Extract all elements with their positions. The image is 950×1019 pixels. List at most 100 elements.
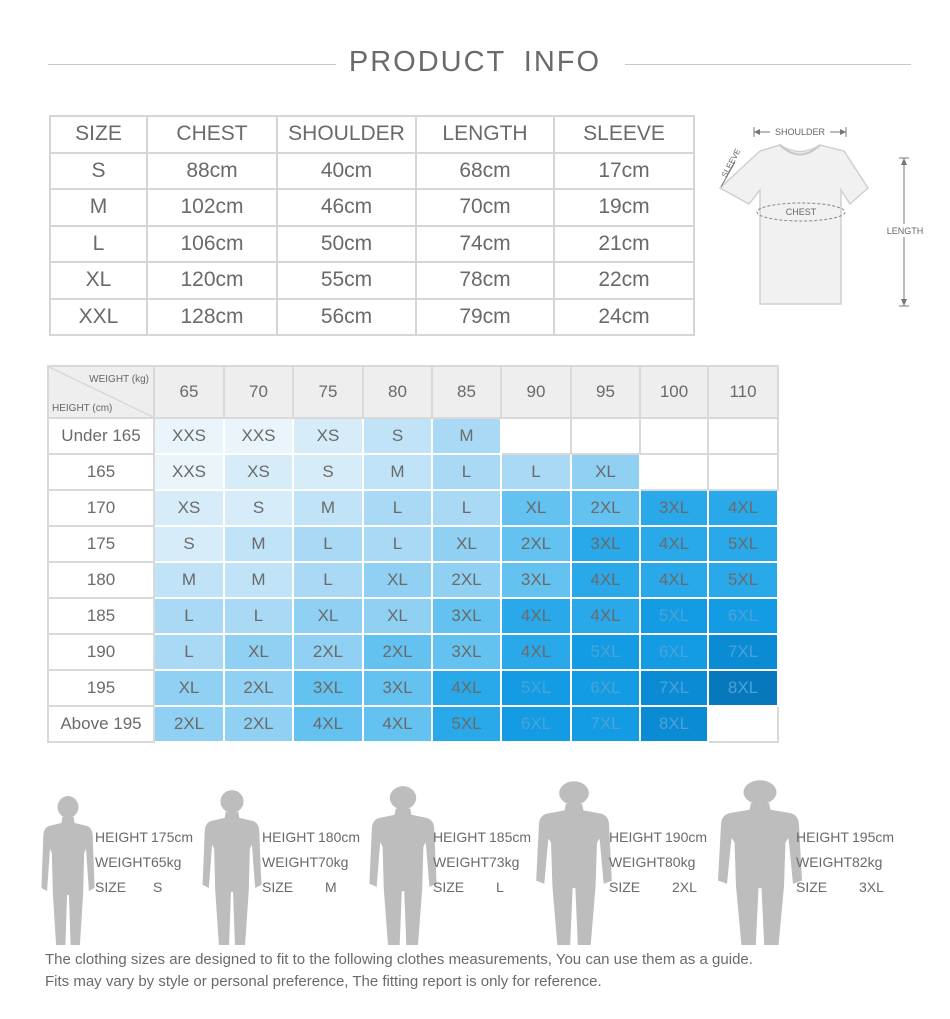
size-cell: 8XL xyxy=(707,669,779,707)
size-cell: 7XL xyxy=(570,705,641,743)
length-label: LENGTH xyxy=(887,226,924,236)
size-cell: XXS xyxy=(153,453,225,491)
sleeve-cell: 21cm xyxy=(553,224,695,263)
size-cell: XL xyxy=(362,597,433,635)
size-cell: 4XL xyxy=(639,525,709,563)
height-row-label: Above 195 xyxy=(47,705,155,743)
fit-note-line-2: Fits may vary by style or personal prefe… xyxy=(45,973,602,990)
table-row: 190 L XL 2XL 2XL 3XL 4XL 5XL 6XL 7XL xyxy=(47,633,779,671)
length-cell: 79cm xyxy=(415,297,555,336)
size-cell: 5XL xyxy=(707,561,779,599)
table-row: XL 120cm 55cm 78cm 22cm xyxy=(49,261,695,300)
shoulder-cell: 50cm xyxy=(276,224,417,263)
chest-cell: 106cm xyxy=(146,224,278,263)
weight-value: 82kg xyxy=(852,854,883,870)
size-cell: 4XL xyxy=(570,561,641,599)
size-value: L xyxy=(496,879,504,895)
size-cell: XS xyxy=(223,453,294,491)
size-cell: L xyxy=(49,224,148,263)
size-cell: XL xyxy=(570,453,641,491)
height-row-label: 175 xyxy=(47,525,155,563)
chest-cell: 102cm xyxy=(146,188,278,227)
table-row: 165 XXS XS S M L L XL xyxy=(47,453,779,491)
size-cell: 4XL xyxy=(500,633,572,671)
size-cell: L xyxy=(500,453,572,491)
size-cell xyxy=(707,417,779,455)
tshirt-diagram: SHOULDER SLEEVE CHEST LENGTH xyxy=(708,118,938,318)
size-cell: XL xyxy=(153,669,225,707)
size-cell: XXS xyxy=(223,417,294,455)
weight-header: 85 xyxy=(431,365,502,419)
size-cell: 2XL xyxy=(500,525,572,563)
shoulder-cell: 46cm xyxy=(276,188,417,227)
corner-diagonal xyxy=(49,367,153,417)
size-cell: S xyxy=(223,489,294,527)
table-row: 195 XL 2XL 3XL 3XL 4XL 5XL 6XL 7XL 8XL xyxy=(47,669,779,707)
size-cell: M xyxy=(223,525,294,563)
size-cell: 2XL xyxy=(292,633,364,671)
size-cell: 5XL xyxy=(500,669,572,707)
size-value: S xyxy=(153,879,163,895)
header-rule-right xyxy=(625,64,911,65)
weight-axis-label: WEIGHT (kg) xyxy=(89,374,149,385)
height-value: 180cm xyxy=(318,829,361,845)
height-label: HEIGHT xyxy=(262,829,315,845)
weight-header: 95 xyxy=(570,365,641,419)
size-label: SIZE xyxy=(433,879,465,895)
height-row-label: 185 xyxy=(47,597,155,635)
weight-header-row: WEIGHT (kg) HEIGHT (cm) 65 70 75 80 85 9… xyxy=(47,365,779,419)
size-cell xyxy=(639,453,709,491)
weight-header: 90 xyxy=(500,365,572,419)
size-cell: 4XL xyxy=(362,705,433,743)
size-cell: L xyxy=(431,489,502,527)
size-value: 2XL xyxy=(672,879,697,895)
size-cell: XXL xyxy=(49,297,148,336)
size-cell: M xyxy=(362,453,433,491)
sleeve-cell: 19cm xyxy=(553,188,695,227)
height-row-label: 195 xyxy=(47,669,155,707)
height-axis-label: HEIGHT (cm) xyxy=(52,403,113,414)
weight-value: 70kg xyxy=(318,854,349,870)
chest-cell: 88cm xyxy=(146,151,278,190)
figure-info: HEIGHT 185cm WEIGHT73kg SIZE L xyxy=(433,825,553,900)
size-cell: M xyxy=(431,417,502,455)
size-cell: XS xyxy=(292,417,364,455)
height-row-label: Under 165 xyxy=(47,417,155,455)
table-row: 180 M M L XL 2XL 3XL 4XL 4XL 5XL xyxy=(47,561,779,599)
size-cell: XL xyxy=(362,561,433,599)
col-sleeve: SLEEVE xyxy=(553,115,695,154)
table-row: L 106cm 50cm 74cm 21cm xyxy=(49,224,695,263)
size-cell: 7XL xyxy=(707,633,779,671)
shoulder-label: SHOULDER xyxy=(775,127,826,137)
size-cell: 6XL xyxy=(570,669,641,707)
size-cell xyxy=(639,417,709,455)
size-label: SIZE xyxy=(95,879,127,895)
table-row: S 88cm 40cm 68cm 17cm xyxy=(49,151,695,190)
size-cell: XL xyxy=(500,489,572,527)
size-cell xyxy=(500,417,572,455)
size-cell: 5XL xyxy=(570,633,641,671)
size-cell xyxy=(707,453,779,491)
person-icon xyxy=(41,796,95,945)
size-cell: 8XL xyxy=(639,705,709,743)
fit-note-line-1: The clothing sizes are designed to fit t… xyxy=(45,951,753,968)
height-value: 175cm xyxy=(151,829,194,845)
height-value: 185cm xyxy=(489,829,532,845)
size-value: M xyxy=(325,879,337,895)
length-cell: 70cm xyxy=(415,188,555,227)
fit-note: The clothing sizes are designed to fit t… xyxy=(45,949,753,993)
header-rule-left xyxy=(48,64,336,65)
size-cell: XS xyxy=(153,489,225,527)
size-label: SIZE xyxy=(796,879,828,895)
tshirt-illustration: SHOULDER SLEEVE CHEST LENGTH xyxy=(718,127,928,307)
size-cell: S xyxy=(49,151,148,190)
size-cell: XL xyxy=(292,597,364,635)
shoulder-cell: 40cm xyxy=(276,151,417,190)
size-table-header: SIZE CHEST SHOULDER LENGTH SLEEVE xyxy=(49,115,695,154)
figure-info: HEIGHT 175cm WEIGHT65kg SIZE S xyxy=(95,825,215,900)
weight-label: WEIGHT xyxy=(262,854,318,870)
size-cell: 3XL xyxy=(362,669,433,707)
size-cell: XXS xyxy=(153,417,225,455)
size-cell: 4XL xyxy=(500,597,572,635)
figure-info: HEIGHT 190cm WEIGHT80kg SIZE 2XL xyxy=(609,825,729,900)
